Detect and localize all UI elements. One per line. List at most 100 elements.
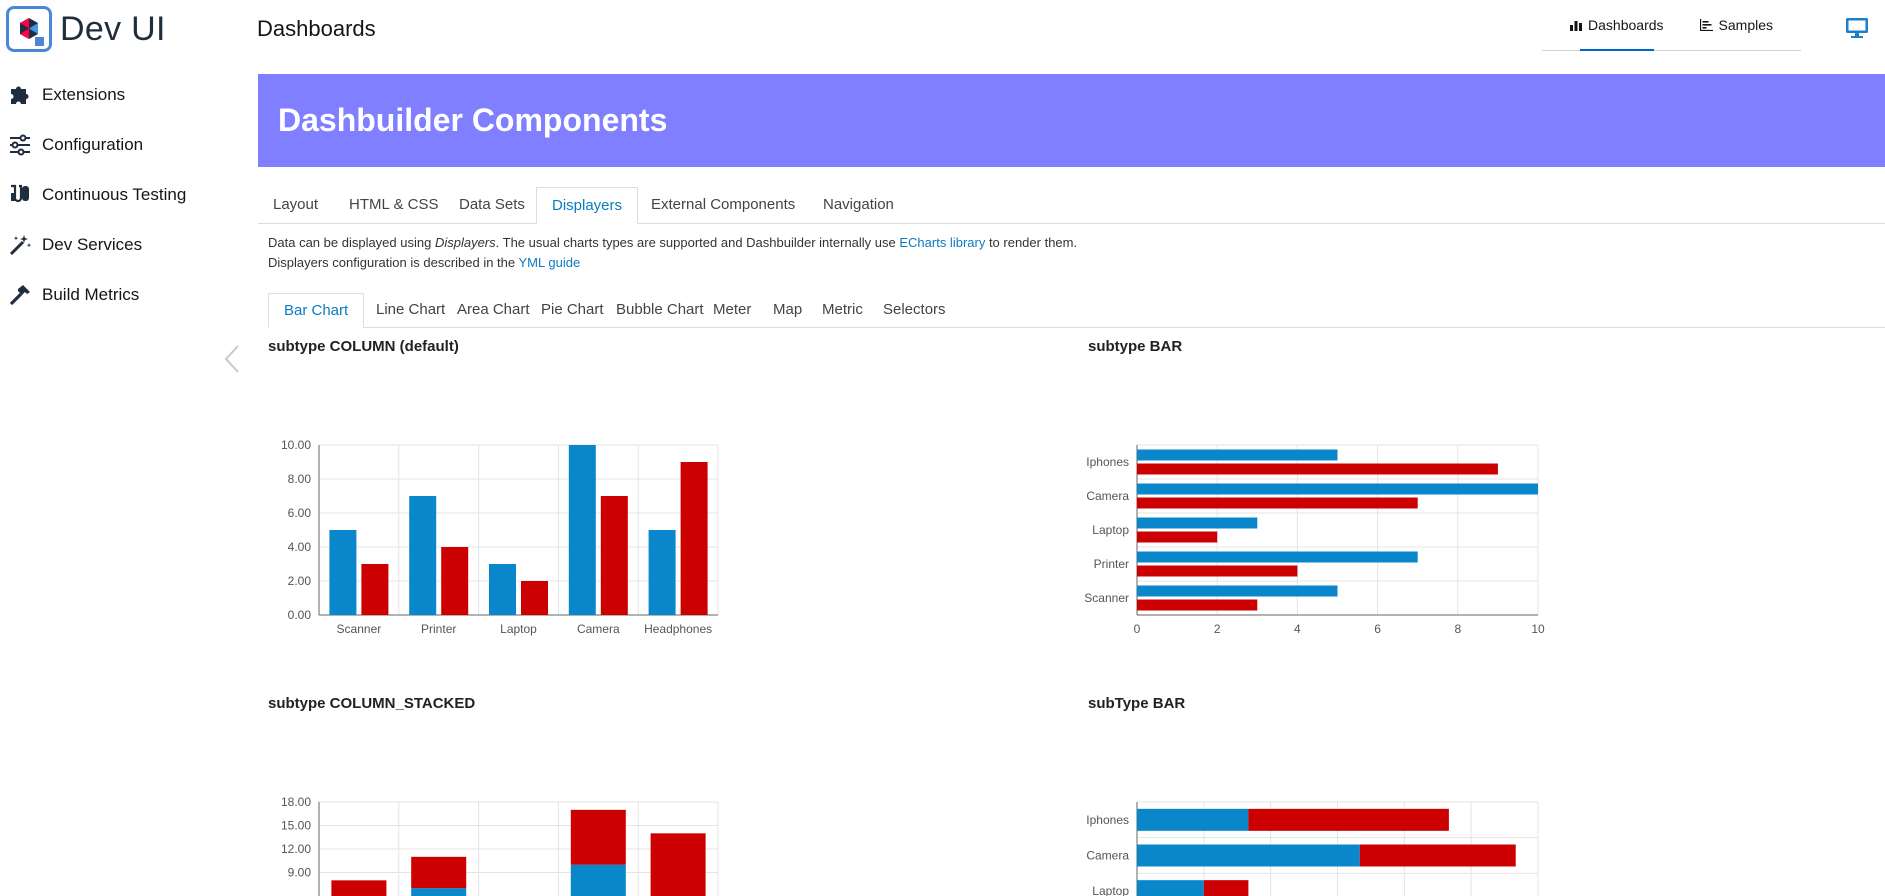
x-tick-label: Headphones [644,622,712,636]
bar [571,810,626,865]
bar [411,888,466,896]
tab-bar-chart[interactable]: Bar Chart [268,293,364,328]
flask-icon [6,181,34,209]
x-tick-label: Laptop [500,622,537,636]
y-tick-label: Camera [1086,489,1129,503]
list-chart-icon [1700,19,1713,31]
tab-layout[interactable]: Layout [258,187,333,223]
tab-samples[interactable]: Samples [1682,0,1791,50]
sidebar-item-extensions[interactable]: Extensions [0,70,232,120]
banner-title: Dashbuilder Components [278,102,667,139]
bar-chart-icon [1570,19,1582,31]
x-tick-label: 0 [1134,622,1141,636]
bar [649,530,676,615]
bar [489,564,516,615]
x-tick-label: Scanner [337,622,382,636]
header: Dashboards Dashboards Samples [232,0,1885,60]
quarkus-logo [6,6,52,52]
sidebar-item-label: Extensions [42,85,125,105]
bar [1137,566,1297,577]
text: Displayers configuration is described in… [268,255,519,270]
y-tick-label: Laptop [1092,523,1129,537]
banner: Dashbuilder Components [258,74,1885,167]
tab-displayers[interactable]: Displayers [536,187,638,224]
sidebar-item-label: Configuration [42,135,143,155]
brand[interactable]: Dev UI [6,6,166,52]
x-tick-label: 6 [1374,622,1381,636]
tab-selectors[interactable]: Selectors [868,293,961,327]
bar [331,880,386,896]
magic-wand-icon [6,231,34,259]
bar [681,462,708,615]
text: Data can be displayed using [268,235,435,250]
bar [651,833,706,896]
tab-external-components[interactable]: External Components [636,187,810,223]
bar [409,496,436,615]
bar [1137,498,1418,509]
column-chart: 0.00 2.00 4.00 6.00 8.00 10.00 Scanner Printer L… [268,430,728,640]
x-tick-label: 10 [1531,622,1545,636]
bar [329,530,356,615]
y-tick-label: Iphones [1086,813,1129,827]
bar [1137,464,1498,475]
y-tick-label: 12.00 [281,842,311,856]
bar [1137,809,1248,831]
bar [1137,600,1257,611]
horizontal-bar-chart: 0 2 4 6 8 10 Scanner Printer Laptop Camera Iphones [1080,430,1550,640]
puzzle-icon [6,81,34,109]
x-tick-label: 2 [1214,622,1221,636]
bar [569,445,596,615]
main-tabs: Layout HTML & CSS Data Sets Displayers E… [258,187,1885,224]
chart-title: subtype COLUMN (default) [268,338,459,355]
tab-data-sets[interactable]: Data Sets [444,187,540,223]
bar [521,581,548,615]
sidebar-item-continuous-testing[interactable]: Continuous Testing [0,170,232,220]
bar [1360,845,1516,867]
tab-label: Samples [1719,17,1773,33]
bar [441,547,468,615]
y-tick-label: 2.00 [288,574,312,588]
y-tick-label: Laptop [1092,884,1129,896]
bar [1137,532,1217,543]
chart-title: subType BAR [1088,695,1185,712]
tab-meter[interactable]: Meter [698,293,766,327]
bar [1137,518,1257,529]
y-tick-label: Iphones [1086,455,1129,469]
y-tick-label: 0.00 [288,608,312,622]
page-title: Dashboards [257,16,376,42]
emphasis-text: Displayers [435,235,496,250]
sidebar-item-configuration[interactable]: Configuration [0,120,232,170]
tab-html-css[interactable]: HTML & CSS [334,187,453,223]
sliders-icon [6,131,34,159]
y-tick-label: Camera [1086,849,1129,863]
sidebar: Dev UI Extensions Configuration Continuo… [0,0,232,896]
y-tick-label: 8.00 [288,472,312,486]
x-tick-label: Camera [577,622,620,636]
bar [1204,880,1249,896]
echarts-library-link[interactable]: ECharts library [899,235,985,250]
tab-navigation[interactable]: Navigation [808,187,909,223]
bar [1137,450,1338,461]
y-tick-label: 9.00 [288,866,312,880]
chart-type-tabs: Bar Chart Line Chart Area Chart Pie Char… [268,293,1885,328]
y-tick-label: Printer [1094,557,1129,571]
description-line-1: Data can be displayed using Displayers. … [268,235,1077,250]
bar [411,857,466,888]
y-tick-label: 18.00 [281,795,311,809]
collapse-sidebar-chevron-icon[interactable] [220,342,246,376]
yml-guide-link[interactable]: YML guide [519,255,581,270]
y-tick-label: 6.00 [288,506,312,520]
header-tabs: Dashboards Samples [1542,0,1801,51]
chart-title: subtype COLUMN_STACKED [268,695,475,712]
x-tick-label: 8 [1454,622,1461,636]
monitor-icon[interactable] [1845,17,1869,39]
x-tick-label: Printer [421,622,456,636]
bar [1248,809,1449,831]
sidebar-item-label: Dev Services [42,235,142,255]
sidebar-item-dev-services[interactable]: Dev Services [0,220,232,270]
bar [571,865,626,896]
tab-dashboards[interactable]: Dashboards [1552,0,1682,50]
y-tick-label: 4.00 [288,540,312,554]
sidebar-item-build-metrics[interactable]: Build Metrics [0,270,232,320]
sidebar-nav: Extensions Configuration Continuous Test… [0,70,232,320]
